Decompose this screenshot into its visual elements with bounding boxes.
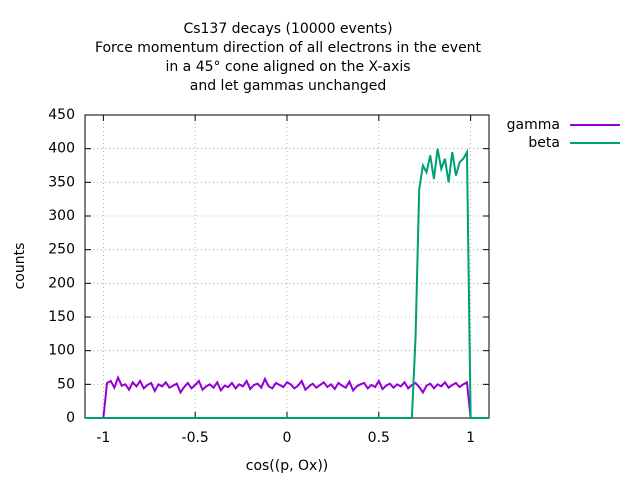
y-tick-label: 0	[66, 410, 75, 426]
x-tick-label: -1	[96, 430, 110, 446]
y-tick-label: 350	[48, 174, 75, 190]
chart-title: Force momentum direction of all electron…	[95, 40, 482, 56]
y-tick-label: 200	[48, 275, 75, 291]
legend-label: beta	[528, 135, 560, 151]
chart-title: in a 45° cone aligned on the X-axis	[165, 59, 410, 75]
y-tick-label: 250	[48, 242, 75, 258]
x-tick-label: -0.5	[182, 430, 209, 446]
x-tick-label: 0	[283, 430, 292, 446]
chart-title: Cs137 decays (10000 events)	[183, 21, 392, 37]
legend-label: gamma	[507, 117, 560, 133]
data-line	[85, 148, 489, 419]
x-axis-label: cos((p, Ox))	[246, 458, 329, 474]
y-tick-label: 300	[48, 208, 75, 224]
x-tick-label: 1	[466, 430, 475, 446]
x-tick-label: 0.5	[368, 430, 390, 446]
y-tick-label: 450	[48, 107, 75, 123]
y-tick-label: 100	[48, 343, 75, 359]
y-axis-label: counts	[12, 243, 28, 290]
data-line	[85, 374, 489, 419]
chart-title: and let gammas unchanged	[190, 78, 386, 94]
y-tick-label: 150	[48, 309, 75, 325]
y-tick-label: 50	[57, 376, 75, 392]
y-tick-label: 400	[48, 141, 75, 157]
